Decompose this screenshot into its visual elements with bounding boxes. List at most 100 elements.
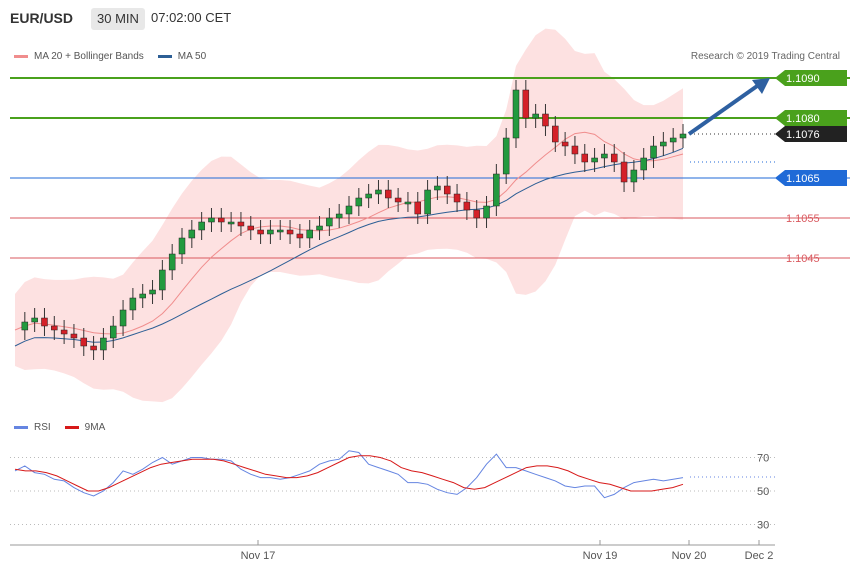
candle-body — [650, 145, 657, 159]
candle-body — [443, 185, 451, 195]
symbol-label: EUR/USD — [10, 10, 74, 26]
price-legend: MA 20 + Bollinger Bands MA 50 — [14, 51, 206, 62]
candle-body — [188, 229, 196, 239]
candle-body — [227, 221, 235, 225]
candle-body — [276, 229, 284, 233]
price-label: 1.1090 — [786, 73, 820, 85]
forecast-arrow-head — [752, 78, 770, 94]
time-axis: Nov 17 Nov 19 Nov 20 Dec 2 — [10, 540, 775, 562]
candle-body — [286, 229, 294, 235]
candle-body — [306, 229, 313, 239]
candle-body — [129, 297, 137, 311]
candle-body — [100, 337, 107, 351]
candle-body — [630, 169, 638, 183]
candle-body — [90, 345, 97, 351]
price-levels — [10, 77, 850, 259]
price-label: 1.1065 — [786, 173, 820, 185]
candle-body — [119, 309, 127, 327]
candle-body — [355, 197, 363, 207]
candle-body — [257, 229, 264, 235]
ma20-line — [14, 131, 684, 335]
candle-body — [218, 217, 225, 223]
candle-body — [345, 205, 353, 215]
candle-body — [522, 89, 530, 119]
candle-body — [414, 201, 422, 215]
price-label: 1.1080 — [786, 113, 820, 125]
candle-body — [178, 237, 186, 255]
candle-body — [31, 317, 38, 323]
price-label-bg — [775, 170, 847, 186]
candle-body — [610, 153, 618, 163]
candle-body — [41, 317, 48, 327]
price-label-bg — [775, 126, 847, 142]
price-label: 1.1076 — [786, 129, 820, 141]
candle-body — [326, 217, 333, 227]
candle-body — [532, 113, 539, 119]
candle-body — [512, 89, 520, 139]
candle-body — [109, 325, 117, 339]
ma50-legend-label: MA 50 — [177, 51, 207, 62]
rsi-ma-swatch — [64, 426, 79, 429]
candle-body — [237, 221, 245, 227]
rsi-ma-line — [14, 455, 684, 492]
rsi-tick-label: 30 — [757, 520, 769, 532]
candle-body — [159, 269, 166, 291]
bollinger-legend-label: MA 20 + Bollinger Bands — [34, 51, 144, 62]
rsi-legend-label: RSI — [34, 422, 51, 433]
candle-body — [502, 137, 510, 175]
candle-body — [581, 153, 589, 163]
candle-body — [316, 225, 323, 231]
candle-body — [463, 201, 471, 211]
rsi-tick-label: 50 — [757, 486, 769, 498]
candle-body — [493, 173, 500, 207]
candle-body — [365, 193, 372, 199]
candle-body — [208, 217, 215, 223]
candle-body — [149, 289, 156, 295]
time-tick-label: Nov 17 — [241, 550, 276, 562]
price-label: 1.1045 — [786, 253, 820, 265]
rsi-swatch — [14, 426, 28, 429]
price-label-bg — [775, 70, 847, 86]
rsi-line — [14, 450, 684, 499]
candle-body — [385, 189, 392, 199]
candle-body — [51, 325, 58, 331]
candle-body — [473, 209, 480, 219]
candle-body — [80, 337, 88, 347]
rsi-ma-legend-label: 9MA — [84, 422, 106, 433]
candle-body — [70, 333, 78, 339]
price-label: 1.1055 — [786, 213, 820, 225]
candle-body — [375, 189, 382, 195]
candle-body — [60, 329, 68, 335]
price-label-bg — [775, 110, 847, 126]
candlesticks — [21, 80, 687, 360]
candle-body — [21, 321, 29, 331]
timeframe-badge[interactable]: 30 MIN — [91, 8, 145, 30]
candle-body — [640, 157, 647, 171]
credit-text: Research © 2019 Trading Central — [690, 51, 840, 62]
forecast-arrow-line — [687, 82, 762, 136]
indicator-lines — [14, 78, 770, 347]
candle-body — [424, 189, 431, 215]
candle-body — [198, 221, 205, 231]
rsi-tick-label: 70 — [757, 453, 769, 465]
candle-body — [552, 125, 559, 143]
ma50-line — [14, 147, 684, 347]
candle-body — [335, 213, 343, 219]
candle-body — [620, 161, 628, 183]
candle-body — [434, 185, 441, 191]
time-tick-label: Nov 19 — [583, 550, 618, 562]
rsi-legend: RSI 9MA — [14, 422, 105, 433]
candle-body — [394, 197, 402, 203]
bollinger-swatch — [14, 55, 28, 58]
candle-body — [601, 153, 608, 159]
time-tick-label: Dec 2 — [745, 550, 774, 562]
candle-body — [267, 229, 274, 235]
candle-body — [561, 141, 569, 147]
candle-body — [669, 137, 677, 143]
time-label: 07:02:00 CET — [151, 10, 232, 25]
candle-body — [453, 193, 461, 203]
candle-body — [591, 157, 598, 163]
candle-body — [571, 145, 579, 155]
candle-body — [168, 253, 176, 271]
